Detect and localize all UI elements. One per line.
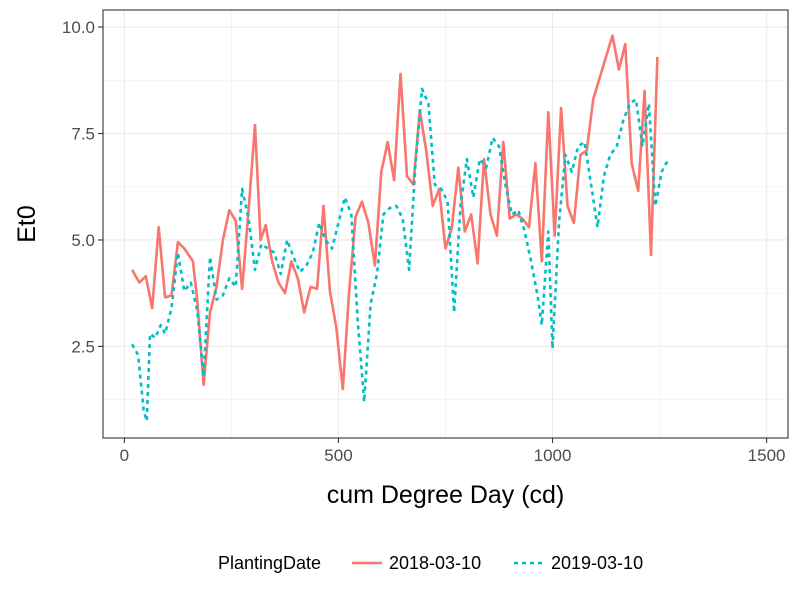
x-tick-label: 0	[120, 446, 129, 465]
y-tick-label: 5.0	[71, 231, 95, 250]
legend-items: 2018-03-10 2019-03-10	[352, 553, 643, 573]
legend-label-1: 2018-03-10	[389, 553, 481, 573]
y-tick-label: 7.5	[71, 125, 95, 144]
y-tick-label: 10.0	[62, 18, 95, 37]
series-line-2	[130, 87, 672, 423]
legend-title: PlantingDate	[218, 553, 321, 573]
panel-border	[102, 9, 789, 439]
legend: PlantingDate 2018-03-10 2019-03-10	[218, 553, 643, 573]
series-line-1	[130, 34, 659, 391]
x-tick-label: 1000	[534, 446, 572, 465]
y-tick-label: 2.5	[71, 337, 95, 356]
y-axis-title: Et0	[13, 205, 41, 243]
series-lines	[130, 34, 672, 423]
x-tick-label: 500	[324, 446, 352, 465]
grid-lines	[103, 10, 788, 438]
x-tick-label: 1500	[748, 446, 786, 465]
axis-ticks: 0 500 1000 1500 2.5 5.0 7.5 10.0	[62, 18, 786, 465]
legend-label-2: 2019-03-10	[551, 553, 643, 573]
x-axis-title: cum Degree Day (cd)	[327, 481, 565, 509]
